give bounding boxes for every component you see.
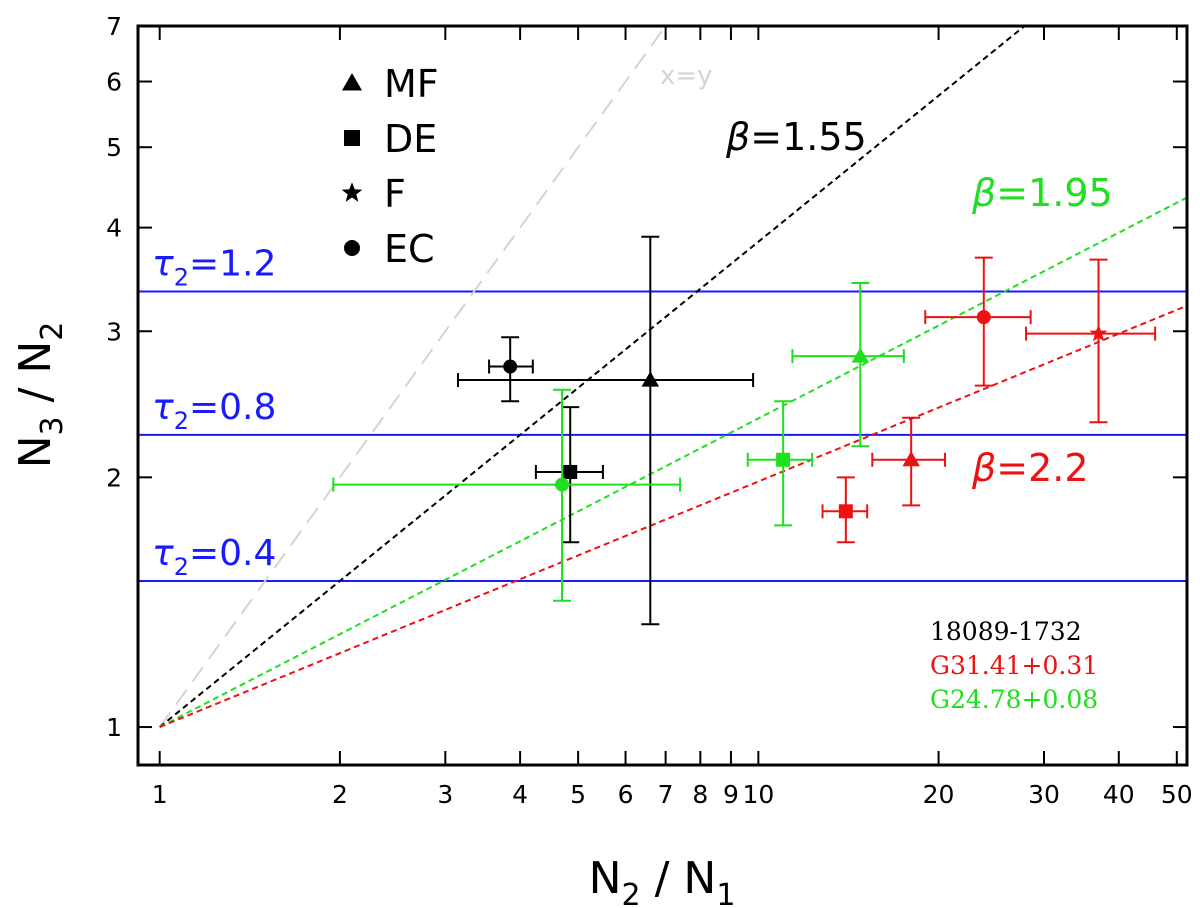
x-tick-label: 2 xyxy=(332,780,348,809)
y-axis-label: N3 / N2 xyxy=(10,322,70,469)
x-tick-label: 4 xyxy=(512,780,528,809)
x-tick-label: 3 xyxy=(437,780,453,809)
line-beta-1-95 xyxy=(159,196,1187,728)
line-beta-2-2 xyxy=(159,304,1187,728)
label-beta-1-55: β=1.55 xyxy=(725,115,867,159)
x-tick-label: 30 xyxy=(1028,780,1060,809)
point-g31-41-0-31-triangle xyxy=(902,450,920,467)
legend-marker-de xyxy=(344,130,360,146)
source-label-g24-78-0-08: G24.78+0.08 xyxy=(930,685,1098,714)
y-tick-label: 4 xyxy=(106,214,122,243)
y-tick-label: 6 xyxy=(106,68,122,97)
legend-label-f: F xyxy=(384,172,406,216)
source-label-18089-1732: 18089-1732 xyxy=(930,617,1082,646)
x-tick-label: 8 xyxy=(692,780,708,809)
x-tick-label: 40 xyxy=(1103,780,1135,809)
y-tick-label: 2 xyxy=(106,463,122,492)
y-tick-label: 1 xyxy=(106,713,122,742)
x-tick-label: 5 xyxy=(570,780,586,809)
point-g24-78-0-08-triangle xyxy=(851,347,870,363)
legend-marker-ec xyxy=(344,240,360,256)
y-tick-label: 3 xyxy=(106,317,122,346)
tau-label-2: τ2=0.4 xyxy=(152,533,276,581)
source-label-g31-41-0-31: G31.41+0.31 xyxy=(930,651,1098,680)
x-tick-label: 50 xyxy=(1161,780,1193,809)
label-beta-2-2: β=2.2 xyxy=(971,446,1089,490)
line-x-y xyxy=(158,30,663,728)
x-tick-label: 9 xyxy=(723,780,739,809)
label-x-y: x=y xyxy=(660,61,713,91)
legend-marker-f xyxy=(341,182,363,202)
y-tick-label: 5 xyxy=(106,133,122,162)
tau-label-1: τ2=0.8 xyxy=(152,387,276,435)
x-tick-label: 10 xyxy=(742,780,774,809)
point-g31-41-0-31-star xyxy=(1089,324,1108,342)
line-beta-1-55 xyxy=(159,26,1027,728)
point-g31-41-0-31-circle xyxy=(976,310,991,325)
x-tick-label: 6 xyxy=(618,780,634,809)
x-tick-label: 1 xyxy=(152,780,168,809)
x-axis-label: N2 / N1 xyxy=(589,853,736,908)
tau-label-0: τ2=1.2 xyxy=(152,243,276,291)
y-tick-label: 7 xyxy=(106,12,122,41)
point-18089-1732-square xyxy=(563,464,578,479)
point-g31-41-0-31-square xyxy=(838,504,853,519)
legend-label-mf: MF xyxy=(384,62,439,106)
label-beta-1-95: β=1.95 xyxy=(971,171,1113,215)
point-18089-1732-triangle xyxy=(641,371,660,387)
point-g24-78-0-08-circle xyxy=(555,477,570,492)
legend-label-ec: EC xyxy=(384,227,435,271)
x-tick-label: 7 xyxy=(658,780,674,809)
legend-marker-mf xyxy=(342,73,362,91)
x-tick-label: 20 xyxy=(923,780,955,809)
point-g24-78-0-08-square xyxy=(776,452,791,467)
plot-frame xyxy=(136,24,1189,767)
legend-label-de: DE xyxy=(384,117,437,161)
point-18089-1732-circle xyxy=(503,359,518,374)
